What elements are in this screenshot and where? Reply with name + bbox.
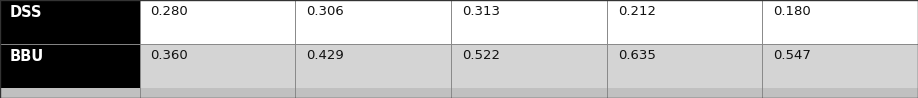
Bar <box>296 0 451 44</box>
Text: 0.635: 0.635 <box>618 49 655 62</box>
Text: 0.180: 0.180 <box>773 5 812 18</box>
Bar <box>451 44 607 88</box>
Text: 0.306: 0.306 <box>307 5 344 18</box>
Text: 0.280: 0.280 <box>151 5 188 18</box>
Text: 0.313: 0.313 <box>462 5 500 18</box>
Bar <box>607 0 762 44</box>
Text: DSS: DSS <box>9 5 41 20</box>
Bar <box>762 0 918 44</box>
Text: 0.212: 0.212 <box>618 5 655 18</box>
Text: 0.547: 0.547 <box>773 49 812 62</box>
Text: 0.522: 0.522 <box>462 49 500 62</box>
Bar <box>0 88 918 98</box>
Bar <box>451 0 607 44</box>
Bar <box>607 44 762 88</box>
Bar <box>0 0 140 44</box>
Bar <box>140 0 296 44</box>
Bar <box>0 44 140 88</box>
Bar <box>296 44 451 88</box>
Text: 0.429: 0.429 <box>307 49 344 62</box>
Text: BBU: BBU <box>9 49 43 64</box>
Text: 0.360: 0.360 <box>151 49 188 62</box>
Bar <box>140 44 296 88</box>
Bar <box>762 44 918 88</box>
